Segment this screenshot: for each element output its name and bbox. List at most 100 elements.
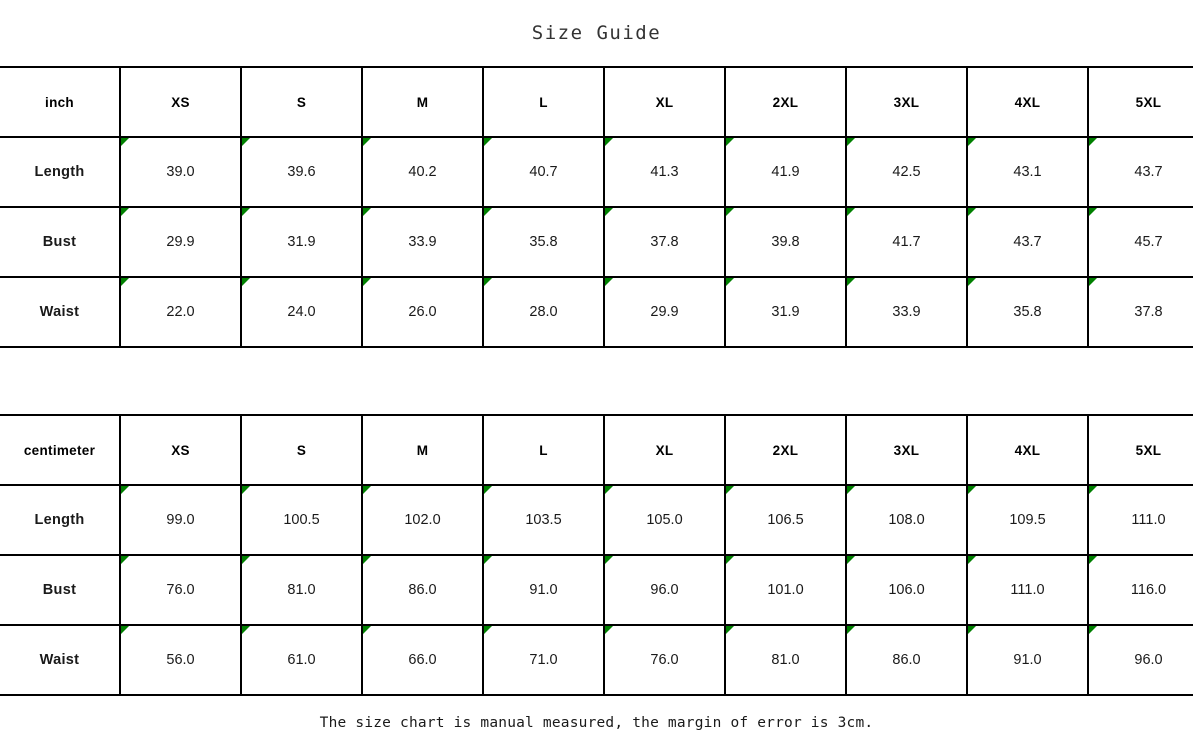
cm-col-header-5xl: 5XL xyxy=(1088,416,1193,486)
inch-row-label-bust: Bust xyxy=(0,207,121,278)
inch-length-xs: 39.0 xyxy=(120,137,242,208)
cell-value: 76.0 xyxy=(166,582,195,598)
inch-row-label-length: Length xyxy=(0,137,121,208)
green-corner-icon xyxy=(121,626,129,634)
inch-waist-xs: 22.0 xyxy=(120,277,242,348)
cell-value: 99.0 xyxy=(166,512,195,528)
green-corner-icon xyxy=(726,208,734,216)
cm-waist-2xl: 81.0 xyxy=(725,625,847,696)
cm-bust-3xl: 106.0 xyxy=(846,555,968,626)
cm-waist-xl: 76.0 xyxy=(604,625,726,696)
cell-value: 101.0 xyxy=(767,582,804,598)
cm-col-header-3xl: 3XL xyxy=(846,416,968,486)
green-corner-icon xyxy=(1089,138,1097,146)
inch-col-header-xl: XL xyxy=(604,68,726,138)
inch-bust-m: 33.9 xyxy=(362,207,484,278)
cm-waist-4xl: 91.0 xyxy=(967,625,1089,696)
centimeter-unit-label: centimeter xyxy=(0,416,121,486)
cell-value: 106.0 xyxy=(888,582,925,598)
inch-bust-5xl: 45.7 xyxy=(1088,207,1193,278)
green-corner-icon xyxy=(484,278,492,286)
green-corner-icon xyxy=(363,556,371,564)
cm-col-header-l: L xyxy=(483,416,605,486)
cm-row-label-length: Length xyxy=(0,485,121,556)
green-corner-icon xyxy=(847,138,855,146)
cell-value: 29.9 xyxy=(166,234,195,250)
cell-value: 111.0 xyxy=(1131,512,1166,528)
cm-length-s: 100.5 xyxy=(241,485,363,556)
inch-waist-2xl: 31.9 xyxy=(725,277,847,348)
green-corner-icon xyxy=(968,278,976,286)
green-corner-icon xyxy=(605,626,613,634)
cell-value: 96.0 xyxy=(1134,652,1163,668)
cell-value: 45.7 xyxy=(1134,234,1163,250)
cell-value: 43.7 xyxy=(1013,234,1042,250)
green-corner-icon xyxy=(1089,486,1097,494)
inch-col-header-5xl: 5XL xyxy=(1088,68,1193,138)
cm-length-5xl: 111.0 xyxy=(1088,485,1193,556)
cell-value: 29.9 xyxy=(650,304,679,320)
cell-value: 86.0 xyxy=(892,652,921,668)
cell-value: 71.0 xyxy=(529,652,558,668)
cm-waist-3xl: 86.0 xyxy=(846,625,968,696)
green-corner-icon xyxy=(726,138,734,146)
cell-value: 81.0 xyxy=(771,652,800,668)
inch-col-header-4xl: 4XL xyxy=(967,68,1089,138)
inch-bust-3xl: 41.7 xyxy=(846,207,968,278)
green-corner-icon xyxy=(726,486,734,494)
green-corner-icon xyxy=(968,626,976,634)
green-corner-icon xyxy=(605,556,613,564)
green-corner-icon xyxy=(242,556,250,564)
cm-bust-m: 86.0 xyxy=(362,555,484,626)
cell-value: 39.6 xyxy=(287,164,316,180)
cell-value: 31.9 xyxy=(771,304,800,320)
cell-value: 41.7 xyxy=(892,234,921,250)
inch-bust-xs: 29.9 xyxy=(120,207,242,278)
cm-row-label-bust: Bust xyxy=(0,555,121,626)
inch-waist-5xl: 37.8 xyxy=(1088,277,1193,348)
green-corner-icon xyxy=(847,278,855,286)
inch-row-length: Length 39.0 39.6 40.2 40.7 41.3 41.9 42.… xyxy=(0,137,1193,208)
cell-value: 102.0 xyxy=(404,512,441,528)
cell-value: 26.0 xyxy=(408,304,437,320)
cell-value: 81.0 xyxy=(287,582,316,598)
cell-value: 96.0 xyxy=(650,582,679,598)
green-corner-icon xyxy=(363,138,371,146)
cm-bust-l: 91.0 xyxy=(483,555,605,626)
measurement-disclaimer: The size chart is manual measured, the m… xyxy=(319,714,874,731)
chart-title-band: Size Guide xyxy=(0,0,1193,68)
cell-value: 33.9 xyxy=(408,234,437,250)
green-corner-icon xyxy=(847,208,855,216)
cell-value: 100.5 xyxy=(283,512,320,528)
centimeter-table: centimeter XS S M L XL 2XL 3XL 4XL 5XL L… xyxy=(0,416,1193,696)
green-corner-icon xyxy=(242,138,250,146)
inch-bust-2xl: 39.8 xyxy=(725,207,847,278)
cell-value: 40.7 xyxy=(529,164,558,180)
inch-waist-m: 26.0 xyxy=(362,277,484,348)
cell-value: 111.0 xyxy=(1010,582,1045,598)
inch-row-bust: Bust 29.9 31.9 33.9 35.8 37.8 39.8 41.7 … xyxy=(0,207,1193,278)
cell-value: 105.0 xyxy=(646,512,683,528)
cm-length-xs: 99.0 xyxy=(120,485,242,556)
cm-bust-4xl: 111.0 xyxy=(967,555,1089,626)
cell-value: 33.9 xyxy=(892,304,921,320)
inch-length-3xl: 42.5 xyxy=(846,137,968,208)
cm-col-header-s: S xyxy=(241,416,363,486)
cell-value: 76.0 xyxy=(650,652,679,668)
green-corner-icon xyxy=(484,486,492,494)
footer-note-band: The size chart is manual measured, the m… xyxy=(0,696,1193,749)
cm-waist-s: 61.0 xyxy=(241,625,363,696)
cm-waist-l: 71.0 xyxy=(483,625,605,696)
cell-value: 56.0 xyxy=(166,652,195,668)
green-corner-icon xyxy=(847,486,855,494)
cm-length-xl: 105.0 xyxy=(604,485,726,556)
inch-length-4xl: 43.1 xyxy=(967,137,1089,208)
green-corner-icon xyxy=(1089,278,1097,286)
cm-bust-xl: 96.0 xyxy=(604,555,726,626)
cell-value: 86.0 xyxy=(408,582,437,598)
green-corner-icon xyxy=(726,626,734,634)
inch-bust-s: 31.9 xyxy=(241,207,363,278)
inch-length-s: 39.6 xyxy=(241,137,363,208)
green-corner-icon xyxy=(605,486,613,494)
page-title: Size Guide xyxy=(531,22,662,44)
